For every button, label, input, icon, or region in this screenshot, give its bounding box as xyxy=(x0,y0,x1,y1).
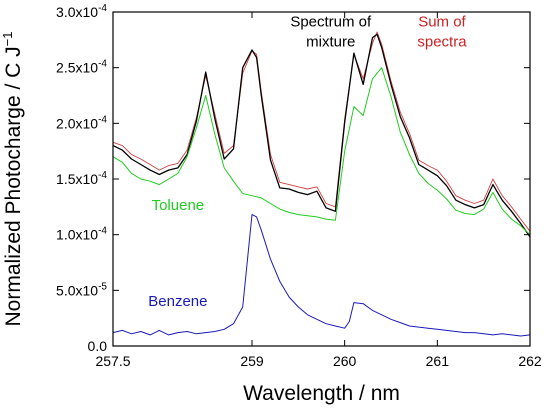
x-axis-title: Wavelength / nm xyxy=(243,382,400,405)
annotation-label: Toluene xyxy=(152,197,205,214)
tick-layer: 257.5 259 260 261 2620.05.0x10-51.0x10-41.5x… xyxy=(56,3,542,369)
x-tick-label: 259 xyxy=(240,353,264,369)
y-tick-label-exponent: -4 xyxy=(98,59,107,70)
y-tick-label-exponent: -4 xyxy=(98,170,107,181)
series-line-4 xyxy=(112,214,531,337)
annotation-label: spectra xyxy=(417,33,467,50)
y-tick-label-base: 2.0x10 xyxy=(56,115,98,131)
y-tick-label-exponent: -5 xyxy=(98,281,107,292)
y-tick-label: 2.0x10-4 xyxy=(56,114,107,131)
y-axis-title-main: Normalized Photocharge / C J xyxy=(2,46,25,326)
y-tick-label: 0.0 xyxy=(88,338,108,354)
y-axis-title-superscript: −1 xyxy=(0,32,15,47)
y-tick-label-exponent: -4 xyxy=(98,3,107,14)
annotation-label: Benzene xyxy=(148,293,207,310)
series-line-2 xyxy=(112,33,531,238)
x-tick-label: 260 xyxy=(333,353,357,369)
y-tick-label-base: 1.5x10 xyxy=(56,171,98,187)
annotation-label: Spectrum of xyxy=(290,13,372,30)
annotation-label: mixture xyxy=(306,33,355,50)
annotation-label: Sum of xyxy=(418,13,466,30)
series-line-1 xyxy=(112,31,531,232)
y-tick-label-base: 5.0x10 xyxy=(56,282,98,298)
y-tick-label: 1.0x10-4 xyxy=(56,226,107,243)
series-line-3 xyxy=(112,67,531,236)
y-axis-title: Normalized Photocharge / C J−1 xyxy=(0,32,25,327)
annotation-layer: Spectrum of mixture Sum of spectra Toluene Be… xyxy=(148,13,467,309)
x-tick-label: 262 xyxy=(518,353,542,369)
y-tick-label: 3.0x10-4 xyxy=(56,3,107,20)
y-tick-label-base: 0.0 xyxy=(88,338,108,354)
y-tick-label: 1.5x10-4 xyxy=(56,170,107,187)
y-tick-label-exponent: -4 xyxy=(98,114,107,125)
x-tick-label: 261 xyxy=(426,353,450,369)
x-tick-label: 257.5 xyxy=(95,353,130,369)
y-tick-label: 2.5x10-4 xyxy=(56,59,107,76)
y-tick-label-base: 1.0x10 xyxy=(56,227,98,243)
series-layer xyxy=(112,31,531,337)
y-tick-label-base: 2.5x10 xyxy=(56,60,98,76)
y-tick-label-base: 3.0x10 xyxy=(56,4,98,20)
y-tick-label-exponent: -4 xyxy=(98,226,107,237)
y-tick-label: 5.0x10-5 xyxy=(56,281,107,298)
